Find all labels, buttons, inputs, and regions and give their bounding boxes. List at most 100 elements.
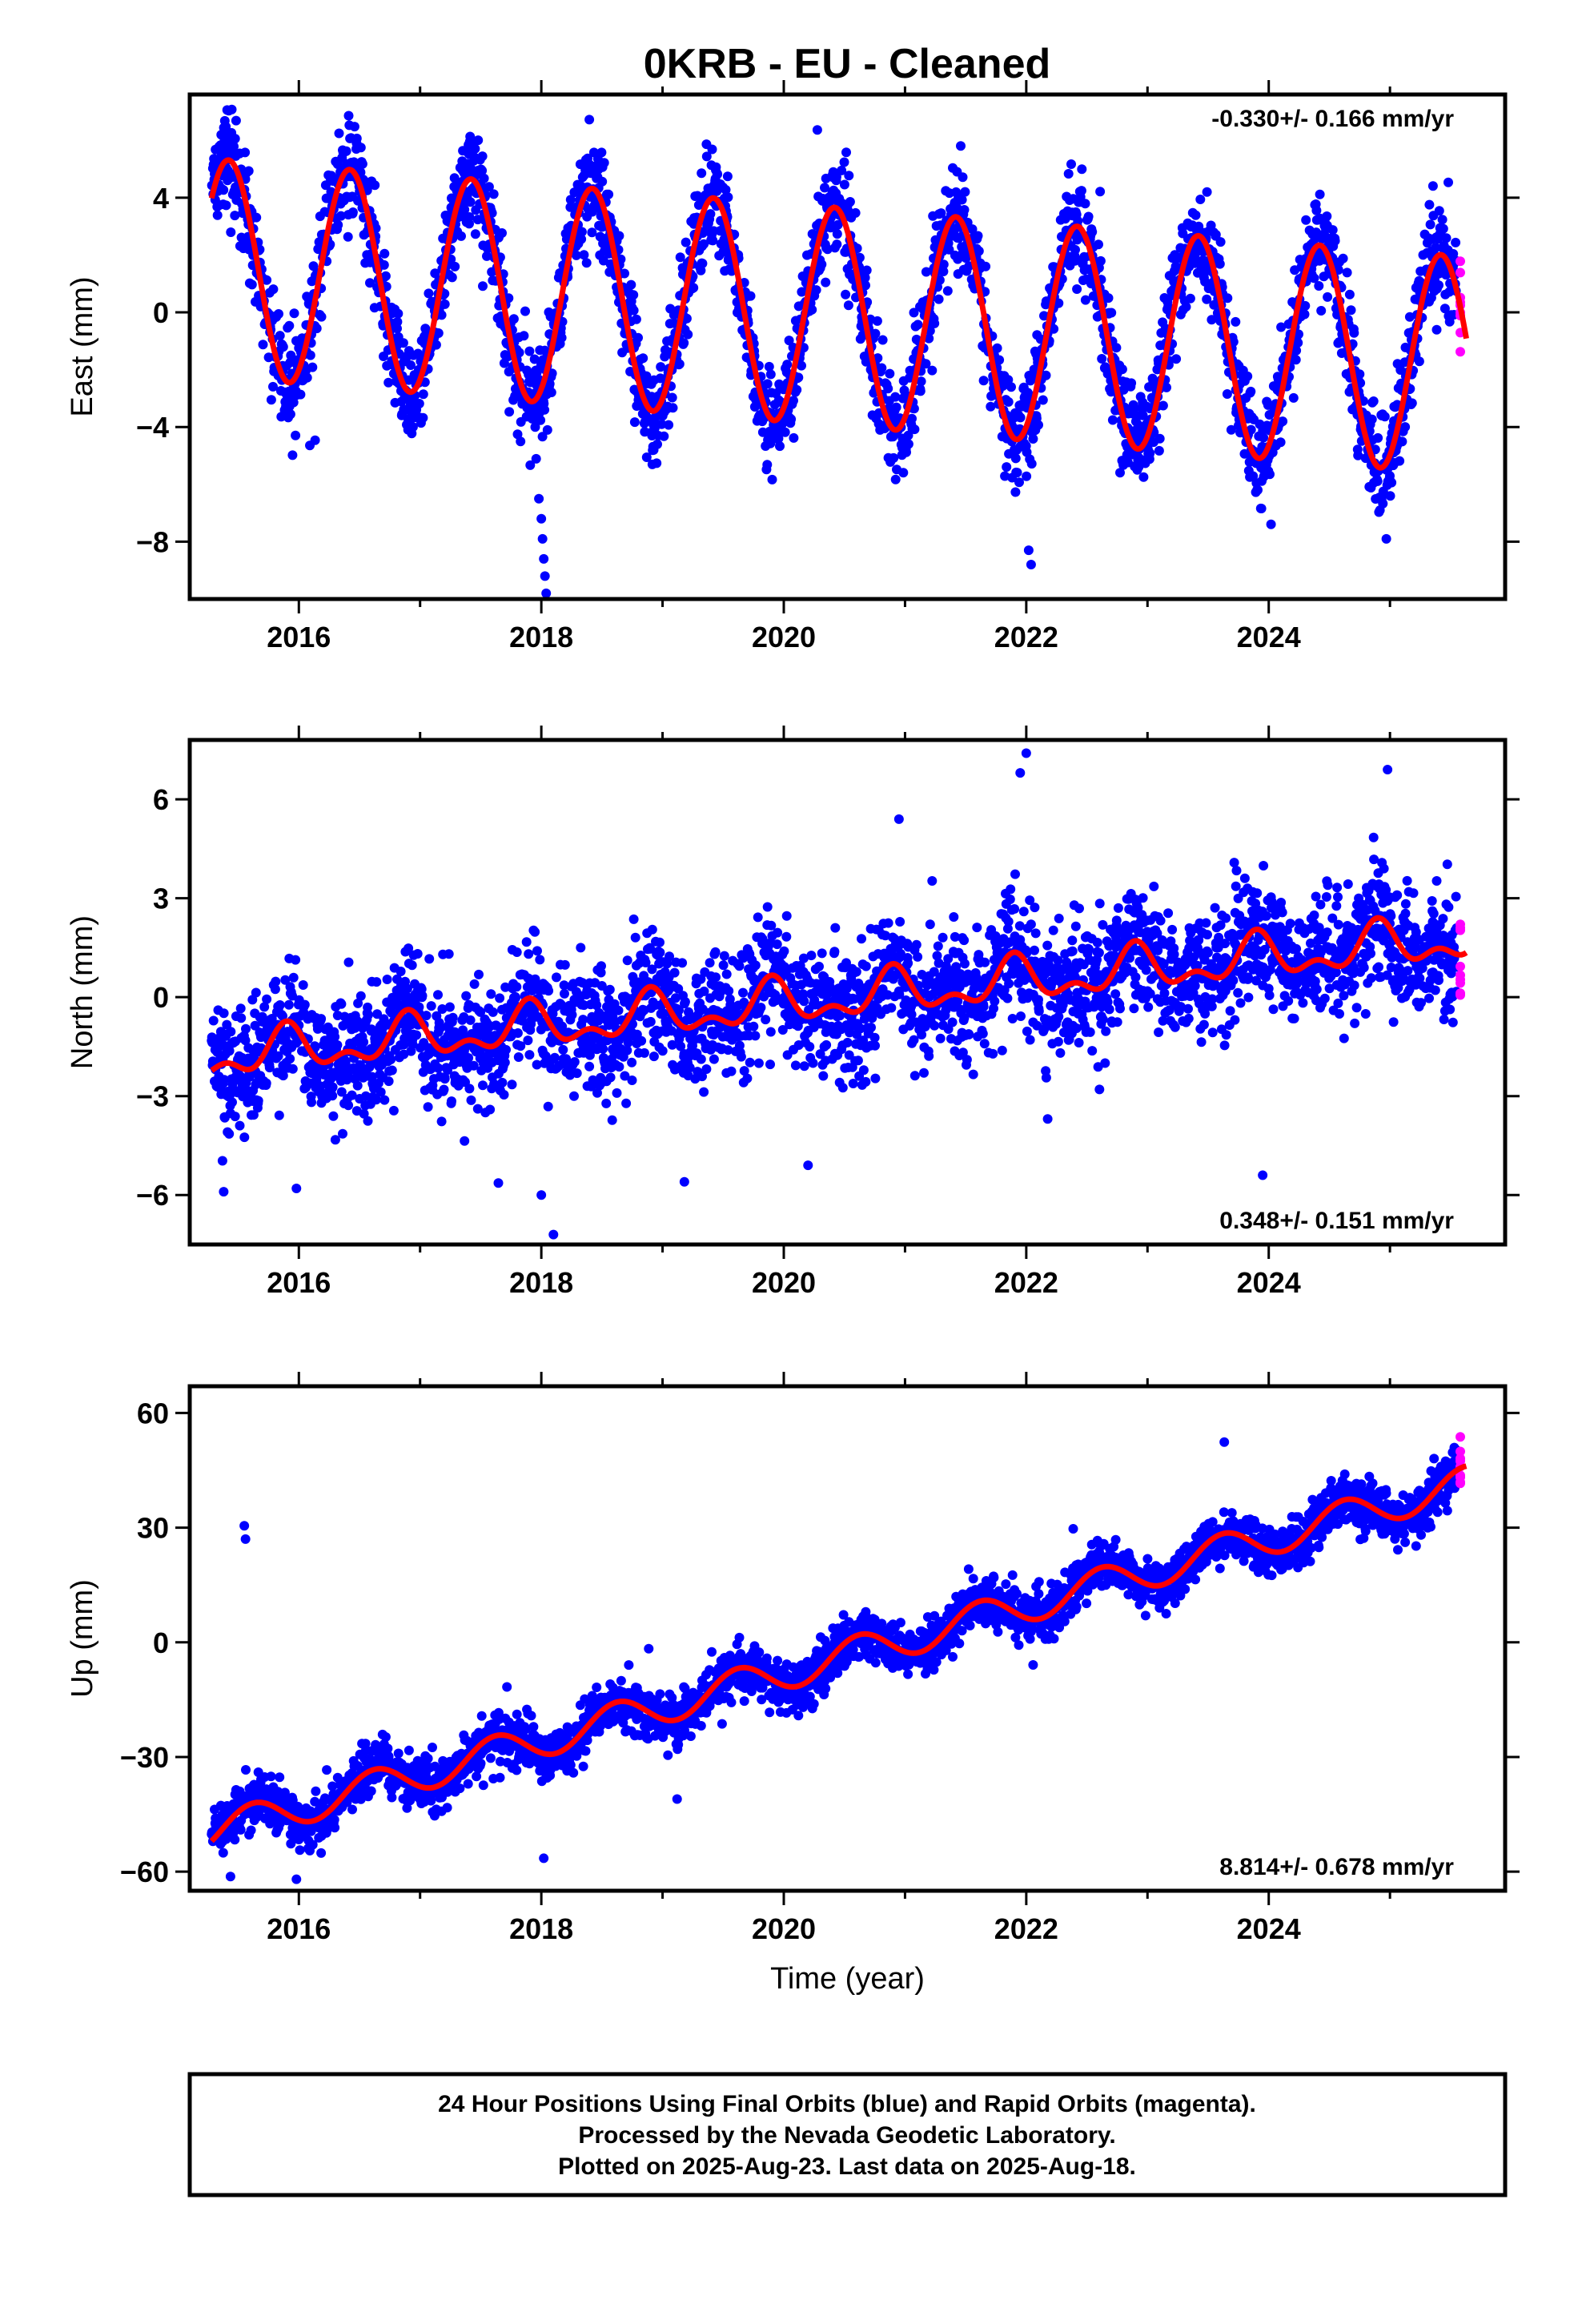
final-orbit-point — [765, 1027, 776, 1037]
final-orbit-point — [1276, 322, 1287, 332]
final-orbit-point — [1070, 244, 1080, 255]
final-orbit-point — [275, 331, 285, 341]
final-orbit-point — [355, 991, 366, 1001]
final-orbit-point — [287, 991, 297, 1001]
final-orbit-point — [1049, 324, 1059, 334]
final-orbit-outlier-point — [539, 553, 549, 564]
final-orbit-point — [992, 343, 1002, 353]
final-orbit-point — [576, 943, 586, 953]
final-orbit-point — [895, 917, 905, 927]
final-orbit-point — [623, 1037, 633, 1047]
final-orbit-point — [383, 1076, 394, 1087]
final-orbit-point — [351, 133, 362, 143]
final-orbit-point — [903, 958, 913, 968]
final-orbit-point — [1451, 237, 1461, 247]
final-orbit-point — [1301, 215, 1311, 225]
final-orbit-point — [1076, 186, 1086, 196]
final-orbit-point — [327, 1091, 338, 1101]
final-orbit-point — [581, 258, 592, 268]
final-orbit-point — [537, 432, 548, 442]
final-orbit-point — [1158, 400, 1168, 411]
final-orbit-point — [439, 1084, 449, 1095]
final-orbit-point — [347, 1090, 357, 1100]
final-orbit-point — [1080, 295, 1090, 305]
final-orbit-point — [271, 976, 281, 987]
final-orbit-point — [341, 146, 351, 156]
final-orbit-point — [450, 261, 460, 271]
final-orbit-point — [872, 316, 882, 326]
final-orbit-point — [724, 986, 734, 996]
final-orbit-point — [516, 1041, 526, 1051]
final-orbit-point — [1083, 211, 1094, 222]
final-orbit-point — [278, 1011, 287, 1021]
final-orbit-point — [981, 261, 991, 271]
final-orbit-point — [418, 412, 428, 423]
final-orbit-point — [592, 1088, 602, 1098]
final-orbit-point — [938, 259, 949, 270]
final-orbit-point — [310, 435, 320, 445]
final-orbit-point — [371, 977, 382, 987]
final-orbit-point — [495, 993, 505, 1003]
final-orbit-point — [681, 237, 691, 247]
final-orbit-point — [883, 384, 893, 394]
final-orbit-point — [790, 1060, 801, 1071]
final-orbit-point — [557, 1021, 568, 1031]
final-orbit-point — [622, 1045, 632, 1055]
final-orbit-point — [1185, 293, 1195, 304]
final-orbit-point — [511, 993, 520, 1003]
final-orbit-point — [699, 239, 709, 249]
final-orbit-point — [630, 932, 640, 943]
final-orbit-point — [332, 1040, 343, 1050]
final-orbit-point — [835, 1011, 845, 1021]
final-orbit-point — [721, 185, 731, 195]
final-orbit-point — [1300, 300, 1311, 311]
final-orbit-point — [222, 1019, 232, 1030]
final-orbit-point — [328, 1111, 339, 1121]
final-orbit-point — [1003, 396, 1014, 407]
final-orbit-point — [797, 360, 806, 371]
final-orbit-point — [230, 211, 240, 221]
final-orbit-point — [241, 1023, 251, 1034]
final-orbit-point — [820, 183, 829, 193]
final-orbit-point — [478, 1080, 488, 1091]
final-orbit-point — [283, 999, 294, 1010]
final-orbit-point — [544, 379, 555, 389]
final-orbit-point — [530, 927, 540, 937]
final-orbit-point — [431, 340, 441, 350]
final-orbit-point — [764, 361, 774, 372]
final-orbit-point — [552, 972, 561, 983]
final-orbit-point — [569, 1091, 579, 1101]
final-orbit-point — [683, 329, 693, 340]
final-orbit-point — [560, 988, 569, 999]
final-orbit-point — [1202, 294, 1212, 304]
final-orbit-point — [1010, 453, 1021, 464]
north-plot-area — [207, 748, 1468, 1240]
final-orbit-point — [762, 379, 773, 389]
final-orbit-point — [829, 947, 840, 957]
final-orbit-point — [679, 338, 689, 348]
final-orbit-point — [247, 995, 258, 1005]
final-orbit-point — [913, 320, 923, 330]
final-orbit-point — [885, 368, 895, 379]
final-orbit-point — [275, 1000, 285, 1010]
final-orbit-point — [817, 948, 827, 959]
final-orbit-outlier-point — [534, 493, 544, 504]
final-orbit-point — [468, 1060, 479, 1071]
final-orbit-point — [336, 1087, 347, 1097]
final-orbit-point — [962, 1055, 972, 1065]
final-orbit-point — [978, 376, 989, 386]
final-orbit-point — [756, 1003, 766, 1013]
final-orbit-point — [938, 267, 949, 276]
final-orbit-point — [372, 1009, 383, 1019]
east-velocity-label: -0.330+/- 0.166 mm/yr — [1211, 106, 1454, 132]
final-orbit-point — [460, 204, 470, 215]
final-orbit-point — [767, 474, 777, 485]
final-orbit-point — [408, 1039, 418, 1050]
final-orbit-point — [523, 1035, 533, 1046]
final-orbit-point — [870, 1040, 880, 1051]
final-orbit-point — [604, 189, 614, 199]
final-orbit-point — [447, 1096, 456, 1107]
final-orbit-point — [647, 964, 657, 975]
final-orbit-point — [745, 1057, 755, 1068]
